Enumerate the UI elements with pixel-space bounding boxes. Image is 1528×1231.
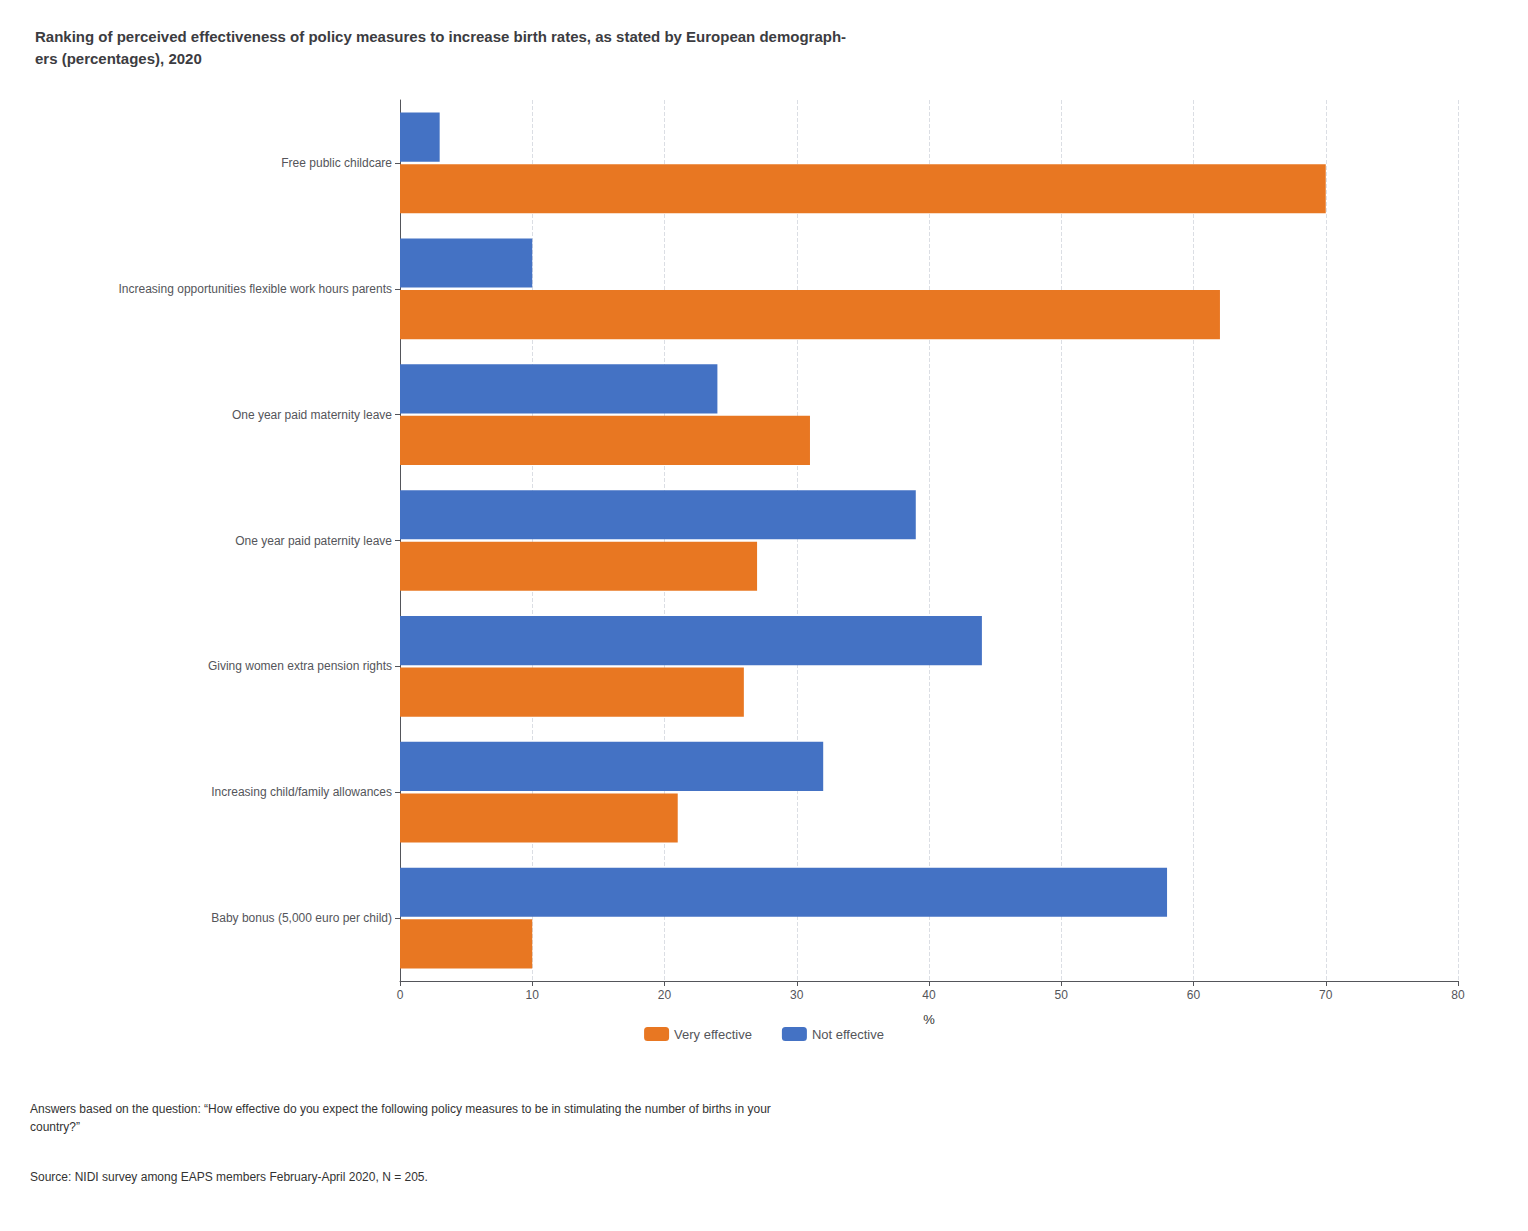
svg-text:20: 20 [658,988,672,1002]
svg-text:Free public childcare: Free public childcare [281,156,392,170]
svg-text:Source: NIDI survey among EAPS: Source: NIDI survey among EAPS members F… [30,1170,428,1184]
svg-text:Baby bonus (5,000 euro per chi: Baby bonus (5,000 euro per child) [211,911,392,925]
svg-text:Not effective: Not effective [812,1027,884,1042]
svg-text:One year paid maternity leave: One year paid maternity leave [232,408,392,422]
svg-text:Giving women extra pension rig: Giving women extra pension rights [208,659,392,673]
svg-text:60: 60 [1187,988,1201,1002]
svg-text:ers (percentages), 2020: ers (percentages), 2020 [35,50,202,67]
svg-text:70: 70 [1319,988,1333,1002]
svg-text:Increasing opportunities flexi: Increasing opportunities flexible work h… [119,282,392,296]
svg-text:30: 30 [790,988,804,1002]
svg-text:10: 10 [526,988,540,1002]
svg-text:40: 40 [922,988,936,1002]
svg-text:80: 80 [1451,988,1465,1002]
svg-text:Increasing child/family allowa: Increasing child/family allowances [211,785,392,799]
svg-text:Answers based on the question:: Answers based on the question: “How effe… [30,1102,771,1116]
svg-text:50: 50 [1055,988,1069,1002]
svg-text:%: % [923,1012,935,1027]
svg-text:Very effective: Very effective [674,1027,752,1042]
svg-text:One year paid paternity leave: One year paid paternity leave [235,534,392,548]
svg-text:country?”: country?” [30,1120,80,1134]
svg-text:0: 0 [397,988,404,1002]
svg-text:Ranking of perceived effective: Ranking of perceived effectiveness of po… [35,28,846,45]
